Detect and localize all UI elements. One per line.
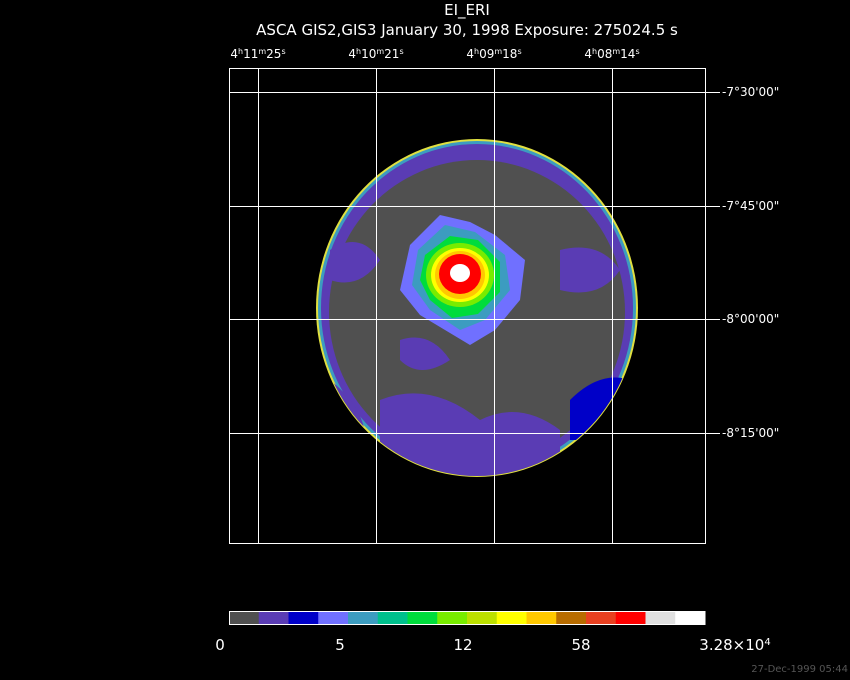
ra-value: 11 — [243, 47, 258, 61]
colorbar-swatch — [467, 611, 498, 625]
colorbar-swatch — [645, 611, 676, 625]
colorbar-swatch — [318, 611, 349, 625]
ra-value: 25 — [266, 47, 281, 61]
colorbar-label-text: 58 — [571, 636, 590, 654]
colorbar: 0 5 12 58 3.28×104 — [215, 611, 771, 654]
ra-unit: s — [399, 47, 403, 56]
ra-label: 4h10m21s — [348, 47, 403, 62]
ra-value: 10 — [361, 47, 376, 61]
colorbar-swatch — [675, 611, 706, 625]
ra-value: 21 — [384, 47, 399, 61]
ra-value: 18 — [502, 47, 517, 61]
ra-value: 4 — [466, 47, 474, 61]
colorbar-label-text: 0 — [215, 636, 225, 654]
dec-label: -7°45'00" — [722, 199, 779, 213]
image-frame — [229, 68, 706, 544]
source-peak — [450, 264, 470, 282]
subtitle: ASCA GIS2,GIS3 January 30, 1998 Exposure… — [256, 21, 678, 39]
ra-value: 14 — [620, 47, 635, 61]
dec-label: -8°00'00" — [722, 312, 779, 326]
ra-unit: h — [474, 47, 479, 56]
ra-value: 4 — [348, 47, 356, 61]
colorbar-swatch — [288, 611, 319, 625]
colorbar-swatch — [496, 611, 527, 625]
colorbar-swatch — [586, 611, 617, 625]
ra-unit: s — [635, 47, 639, 56]
colorbar-label: 0 — [215, 636, 225, 654]
colorbar-label-text: 5 — [335, 636, 345, 654]
ra-value: 4 — [230, 47, 238, 61]
ra-unit: h — [356, 47, 361, 56]
ra-value: 09 — [479, 47, 494, 61]
ra-label: 4h08m14s — [584, 47, 639, 62]
colorbar-frame — [229, 611, 705, 625]
colorbar-swatch — [348, 611, 379, 625]
ra-value: 4 — [584, 47, 592, 61]
coordinate-labels: 4h11m25s 4h10m21s 4h09m18s 4h08m14s-7°30'00… — [230, 47, 779, 441]
colorbar-label: 58 — [571, 636, 590, 654]
coordinate-grid — [229, 68, 720, 544]
colorbar-label: 12 — [453, 636, 472, 654]
colorbar-label: 5 — [335, 636, 345, 654]
colorbar-label-mantissa: 3.28×10 — [699, 636, 764, 654]
ra-unit: s — [517, 47, 521, 56]
timestamp: 27-Dec-1999 05:44 — [751, 664, 848, 675]
colorbar-swatch — [258, 611, 289, 625]
ra-unit: s — [281, 47, 285, 56]
dec-label: -8°15'00" — [722, 426, 779, 440]
dec-label: -7°30'00" — [722, 85, 779, 99]
colorbar-swatch — [407, 611, 438, 625]
colorbar-swatch — [526, 611, 557, 625]
ra-label: 4h11m25s — [230, 47, 285, 62]
ra-label: 4h09m18s — [466, 47, 521, 62]
colorbar-swatch — [556, 611, 587, 625]
colorbar-swatch — [229, 611, 260, 625]
colorbar-label-exponent: 4 — [764, 637, 770, 648]
colorbar-label: 3.28×104 — [699, 636, 770, 654]
ra-unit: h — [238, 47, 243, 56]
colorbar-swatch — [377, 611, 408, 625]
ra-unit: h — [592, 47, 597, 56]
ra-unit: m — [258, 47, 266, 56]
colorbar-swatch — [615, 611, 646, 625]
ra-unit: m — [494, 47, 502, 56]
ra-unit: m — [612, 47, 620, 56]
ra-value: 08 — [597, 47, 612, 61]
ra-unit: m — [376, 47, 384, 56]
colorbar-label-text: 12 — [453, 636, 472, 654]
title: EI_ERI — [444, 1, 490, 20]
colorbar-swatch — [437, 611, 468, 625]
sky-image — [316, 139, 638, 477]
